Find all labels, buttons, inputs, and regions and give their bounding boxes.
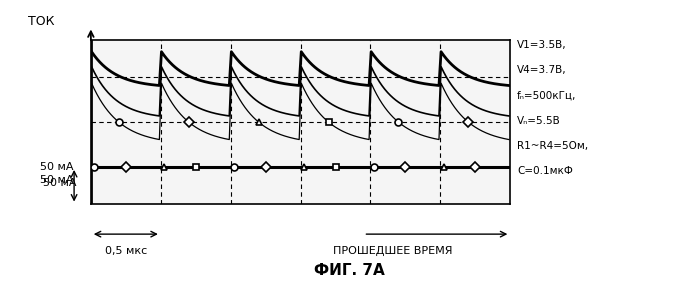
Text: ПРОШЕДШЕЕ ВРЕМЯ: ПРОШЕДШЕЕ ВРЕМЯ: [333, 246, 452, 256]
Text: 50 мА: 50 мА: [43, 178, 77, 188]
Text: Vₙ=5.5В: Vₙ=5.5В: [517, 116, 561, 126]
Text: 0,5 мкс: 0,5 мкс: [105, 246, 147, 256]
Text: R1~R4=5Ом,: R1~R4=5Ом,: [517, 141, 589, 151]
Text: V1=3.5В,: V1=3.5В,: [517, 40, 567, 50]
Text: fₙ=500кГц,: fₙ=500кГц,: [517, 90, 577, 101]
Text: C=0.1мкФ: C=0.1мкФ: [517, 166, 573, 176]
Text: 50 мА: 50 мА: [40, 175, 73, 185]
Text: V4=3.7В,: V4=3.7В,: [517, 65, 567, 75]
Text: ТОК: ТОК: [28, 15, 55, 28]
Text: 50 мА: 50 мА: [40, 162, 73, 172]
Text: ФИГ. 7А: ФИГ. 7А: [314, 263, 385, 278]
